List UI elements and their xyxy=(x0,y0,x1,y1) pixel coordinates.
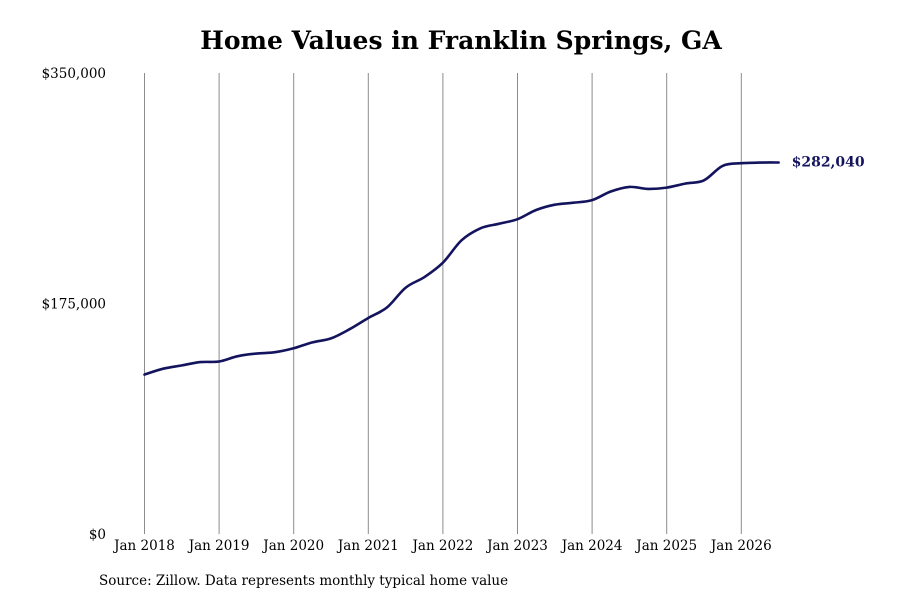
source-note: Source: Zillow. Data represents monthly … xyxy=(99,573,509,589)
y-tick-label: $175,000 xyxy=(42,297,106,313)
x-tick-label: Jan 2023 xyxy=(485,538,548,554)
y-tick-label: $350,000 xyxy=(42,66,106,82)
x-axis-ticks: Jan 2018 Jan 2019 Jan 2020 Jan 2021 Jan 2022… xyxy=(112,538,772,554)
x-tick-label: Jan 2026 xyxy=(709,538,772,554)
series-layer xyxy=(143,161,780,376)
y-axis-ticks: $0 $175,000 $350,000 xyxy=(42,66,106,543)
x-tick-label: Jan 2020 xyxy=(261,538,324,554)
x-tick-label: Jan 2018 xyxy=(112,538,175,554)
x-tick-label: Jan 2025 xyxy=(634,538,697,554)
y-tick-label: $0 xyxy=(89,527,106,543)
gridlines xyxy=(144,73,742,534)
x-tick-label: Jan 2019 xyxy=(187,538,250,554)
series-line xyxy=(143,161,780,376)
end-value-label: $282,040 xyxy=(792,155,865,171)
x-tick-label: Jan 2022 xyxy=(410,538,473,554)
end-label-layer: $282,040 xyxy=(792,155,865,171)
chart-title: Home Values in Franklin Springs, GA xyxy=(200,26,722,55)
x-tick-label: Jan 2024 xyxy=(560,538,623,554)
x-tick-label: Jan 2021 xyxy=(336,538,399,554)
